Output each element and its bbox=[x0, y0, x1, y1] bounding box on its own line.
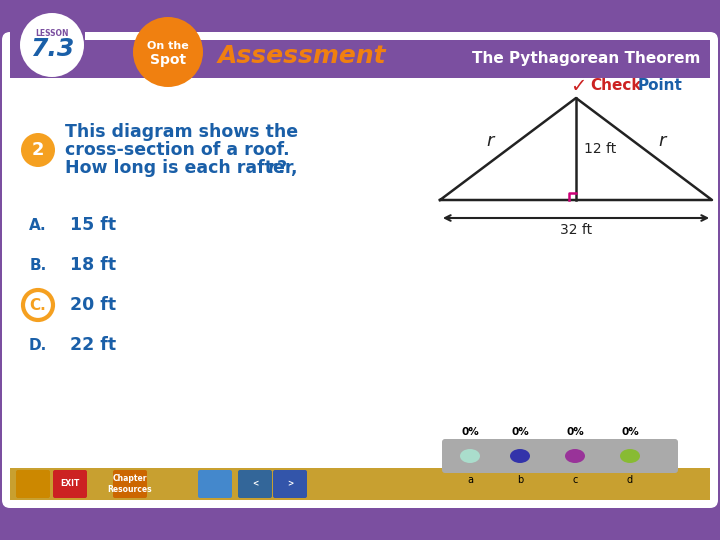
Text: cross-section of a roof.: cross-section of a roof. bbox=[65, 141, 289, 159]
Text: r: r bbox=[267, 159, 276, 177]
Text: >: > bbox=[287, 480, 293, 489]
FancyBboxPatch shape bbox=[113, 470, 147, 498]
Text: r: r bbox=[486, 132, 494, 150]
Ellipse shape bbox=[620, 449, 640, 463]
Text: b: b bbox=[517, 475, 523, 485]
Text: c: c bbox=[572, 475, 577, 485]
Text: Chapter
Resources: Chapter Resources bbox=[108, 474, 153, 494]
Text: EXIT: EXIT bbox=[60, 480, 80, 489]
Ellipse shape bbox=[510, 449, 530, 463]
Circle shape bbox=[133, 17, 203, 87]
Ellipse shape bbox=[565, 449, 585, 463]
Text: The Pythagorean Theorem: The Pythagorean Theorem bbox=[472, 51, 700, 66]
Text: 0%: 0% bbox=[566, 427, 584, 437]
FancyBboxPatch shape bbox=[2, 32, 718, 508]
Text: 12 ft: 12 ft bbox=[584, 142, 616, 156]
FancyBboxPatch shape bbox=[238, 470, 272, 498]
Text: How long is each rafter,: How long is each rafter, bbox=[65, 159, 304, 177]
FancyBboxPatch shape bbox=[273, 470, 307, 498]
Circle shape bbox=[20, 13, 84, 77]
Text: Assessment: Assessment bbox=[218, 44, 387, 68]
Text: 15 ft: 15 ft bbox=[70, 216, 116, 234]
Text: d: d bbox=[627, 475, 633, 485]
Text: This diagram shows the: This diagram shows the bbox=[65, 123, 298, 141]
Text: 0%: 0% bbox=[461, 427, 479, 437]
Text: D.: D. bbox=[29, 338, 47, 353]
Text: 32 ft: 32 ft bbox=[560, 223, 592, 237]
Text: 0%: 0% bbox=[621, 427, 639, 437]
FancyBboxPatch shape bbox=[10, 40, 710, 78]
Text: C.: C. bbox=[30, 298, 46, 313]
FancyBboxPatch shape bbox=[10, 468, 710, 500]
Text: LESSON: LESSON bbox=[35, 30, 68, 38]
Text: 0%: 0% bbox=[511, 427, 529, 437]
FancyBboxPatch shape bbox=[198, 470, 232, 498]
Text: 7.3: 7.3 bbox=[30, 37, 74, 61]
Ellipse shape bbox=[460, 449, 480, 463]
Circle shape bbox=[23, 290, 53, 320]
Text: a: a bbox=[467, 475, 473, 485]
Text: ✓: ✓ bbox=[570, 77, 586, 96]
FancyBboxPatch shape bbox=[442, 439, 678, 473]
FancyBboxPatch shape bbox=[53, 470, 87, 498]
Text: Check: Check bbox=[590, 78, 642, 93]
Text: A.: A. bbox=[30, 218, 47, 233]
FancyBboxPatch shape bbox=[16, 470, 50, 498]
Text: 2: 2 bbox=[32, 141, 44, 159]
Text: Spot: Spot bbox=[150, 53, 186, 67]
FancyBboxPatch shape bbox=[10, 10, 85, 78]
Circle shape bbox=[21, 133, 55, 167]
Text: r: r bbox=[658, 132, 666, 150]
Text: B.: B. bbox=[30, 258, 47, 273]
Text: 18 ft: 18 ft bbox=[70, 256, 116, 274]
Text: Point: Point bbox=[638, 78, 683, 93]
Text: ?: ? bbox=[277, 159, 287, 177]
Text: 20 ft: 20 ft bbox=[70, 296, 116, 314]
Text: <: < bbox=[252, 480, 258, 489]
Text: On the: On the bbox=[147, 41, 189, 51]
Text: 22 ft: 22 ft bbox=[70, 336, 116, 354]
